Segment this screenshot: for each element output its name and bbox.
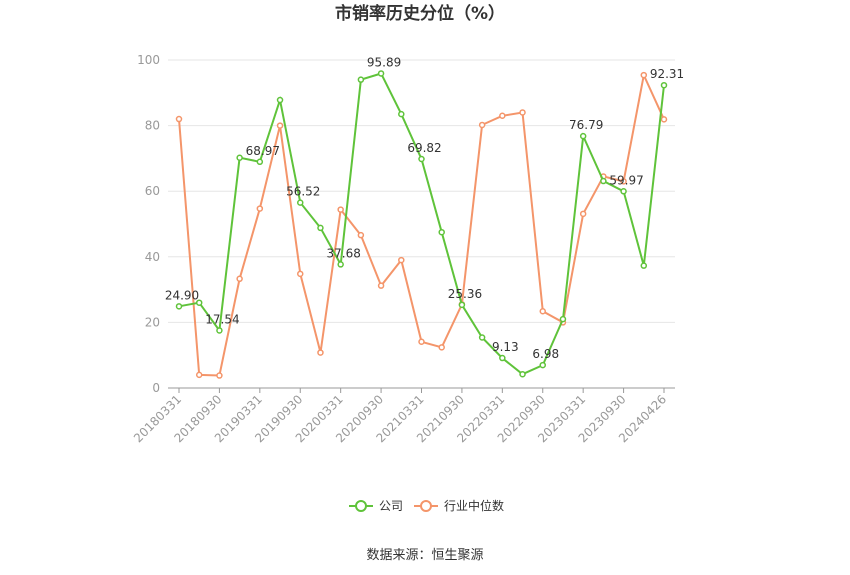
data-point[interactable] xyxy=(499,112,506,120)
data-point[interactable] xyxy=(317,224,324,232)
y-tick-label: 20 xyxy=(145,315,160,329)
data-label: 56.52 xyxy=(286,185,320,199)
data-label: 76.79 xyxy=(569,118,603,132)
data-point[interactable] xyxy=(579,210,587,218)
data-label: 17.54 xyxy=(205,312,239,326)
data-point[interactable] xyxy=(216,327,223,334)
data-point[interactable] xyxy=(660,81,668,89)
data-point[interactable] xyxy=(398,256,405,264)
data-point[interactable] xyxy=(539,307,546,315)
data-point[interactable] xyxy=(640,71,648,79)
data-point[interactable] xyxy=(519,109,526,116)
y-tick-label: 0 xyxy=(152,381,160,395)
data-label: 6.98 xyxy=(532,347,559,361)
y-tick-label: 100 xyxy=(137,53,160,67)
data-point[interactable] xyxy=(256,158,264,166)
data-source: 数据来源：恒生聚源 xyxy=(366,548,483,563)
data-point[interactable] xyxy=(195,371,203,379)
data-point[interactable] xyxy=(297,270,304,278)
y-tick-label: 60 xyxy=(145,184,160,198)
data-point[interactable] xyxy=(478,334,486,341)
data-point[interactable] xyxy=(438,344,445,351)
y-tick-label: 40 xyxy=(145,250,160,264)
data-point[interactable] xyxy=(317,349,324,356)
data-point[interactable] xyxy=(438,228,445,236)
data-label: 37.68 xyxy=(326,246,360,260)
data-point[interactable] xyxy=(418,338,425,346)
data-point[interactable] xyxy=(660,116,668,123)
data-point[interactable] xyxy=(640,262,648,269)
data-label: 9.13 xyxy=(492,340,519,354)
legend[interactable]: 公司 行业中位数 xyxy=(349,498,504,513)
data-label: 69.82 xyxy=(407,141,441,155)
data-label: 25.36 xyxy=(448,287,482,301)
data-point[interactable] xyxy=(559,315,567,323)
data-point[interactable] xyxy=(579,132,587,140)
data-point[interactable] xyxy=(175,303,183,310)
legend-label-company: 公司 xyxy=(379,499,403,513)
data-point[interactable] xyxy=(276,96,284,104)
series-lines xyxy=(175,70,668,379)
data-point[interactable] xyxy=(236,154,243,161)
chart-title: 市销率历史分位（%） xyxy=(335,3,505,24)
legend-label-industry-median: 行业中位数 xyxy=(444,498,504,513)
data-point[interactable] xyxy=(519,370,526,378)
data-point[interactable] xyxy=(620,188,627,195)
data-point[interactable] xyxy=(216,372,223,379)
data-labels: 24.90 17.54 68.97 56.52 37.68 95.89 69.82 25.36… xyxy=(165,55,684,361)
data-label: 59.97 xyxy=(609,173,643,187)
legend-marker-industry-median xyxy=(420,500,432,512)
data-point[interactable] xyxy=(620,178,627,185)
data-point[interactable] xyxy=(478,121,486,129)
data-point[interactable] xyxy=(236,275,243,283)
data-point[interactable] xyxy=(175,115,183,123)
data-label: 68.97 xyxy=(246,144,280,158)
data-point[interactable] xyxy=(600,177,607,185)
data-point[interactable] xyxy=(357,76,365,83)
data-point[interactable] xyxy=(377,282,385,289)
y-tick-label: 80 xyxy=(145,119,160,133)
data-point[interactable] xyxy=(377,70,385,77)
data-point[interactable] xyxy=(357,231,365,239)
data-point[interactable] xyxy=(195,299,203,306)
data-point[interactable] xyxy=(276,122,284,129)
data-point[interactable] xyxy=(398,110,405,118)
data-point[interactable] xyxy=(539,361,546,369)
data-point[interactable] xyxy=(337,206,344,213)
data-point[interactable] xyxy=(458,301,466,309)
data-point[interactable] xyxy=(499,354,506,362)
legend-item-company[interactable]: 公司 xyxy=(349,499,403,513)
data-point[interactable] xyxy=(256,205,264,212)
x-axis: 2018033120180930201903312019093020200331… xyxy=(131,387,675,445)
data-label: 24.90 xyxy=(165,288,199,302)
data-label: 95.89 xyxy=(367,55,401,69)
data-point[interactable] xyxy=(418,155,425,163)
legend-item-industry-median[interactable]: 行业中位数 xyxy=(414,498,504,513)
data-label: 92.31 xyxy=(650,67,684,81)
grid-lines xyxy=(168,59,675,323)
data-point[interactable] xyxy=(297,199,304,206)
data-point[interactable] xyxy=(337,261,344,268)
y-axis-ticks: 0 20 40 60 80 100 xyxy=(137,53,160,395)
legend-marker-company xyxy=(355,500,367,512)
